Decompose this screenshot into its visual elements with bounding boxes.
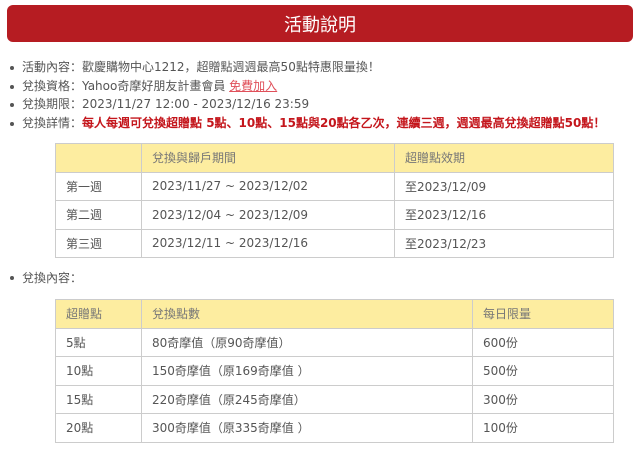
info-label: 兌換詳情： [22,115,83,130]
cell: 2023/12/11 ~ 2023/12/16 [141,228,395,258]
table-header-row: 超贈點 兌換點數 每日限量 [55,299,614,329]
cell: 至2023/12/09 [394,171,614,201]
table-row: 第一週 2023/11/27 ~ 2023/12/02 至2023/12/09 [55,171,614,201]
info-item-details: 兌換詳情：每人每週可兌換超贈點 5點、10點、15點與20點各乙次，連續三週，週… [0,114,605,133]
cell: 300份 [472,384,614,414]
cell: 第二週 [55,200,142,230]
cell: 2023/11/27 ~ 2023/12/02 [141,171,395,201]
cell: 第三週 [55,228,142,258]
cell: 220奇摩值（原245奇摩值） [141,384,473,414]
header-cell [55,143,142,173]
cell: 至2023/12/23 [394,228,614,258]
cell: 第一週 [55,171,142,201]
cell: 150奇摩值（原169奇摩值 ） [141,356,473,386]
table-row: 15點 220奇摩值（原245奇摩值） 300份 [55,384,614,414]
header-cell: 每日限量 [472,299,614,329]
info-text: 歡慶購物中心1212，超贈點週週最高50點特惠限量換！ [82,60,380,74]
info-list: 活動內容：歡慶購物中心1212，超贈點週週最高50點特惠限量換！ 兌換資格：Ya… [0,58,605,132]
info-highlight: 每人每週可兌換超贈點 5點、10點、15點與20點各乙次，連續三週，週週最高兌換… [82,115,606,130]
weeks-table: 兌換與歸戶期間 超贈點效期 第一週 2023/11/27 ~ 2023/12/02… [55,143,614,258]
header-cell: 超贈點 [55,299,142,329]
cell: 300奇摩值（原335奇摩值 ） [141,413,473,443]
cell: 80奇摩值（原90奇摩值） [141,327,473,357]
header-cell: 兌換點數 [141,299,473,329]
table-row: 10點 150奇摩值（原169奇摩值 ） 500份 [55,356,614,386]
exchange-table: 超贈點 兌換點數 每日限量 5點 80奇摩值（原90奇摩值） 600份 10點 150… [55,299,614,443]
info-label: 兌換期限： [22,97,83,111]
info-label: 兌換資格： [22,78,83,93]
page-title: 活動說明 [7,5,633,42]
header-cell: 兌換與歸戶期間 [141,143,395,173]
content-label: 兌換內容： [0,269,82,287]
table-row: 第二週 2023/12/04 ~ 2023/12/09 至2023/12/16 [55,200,614,230]
table-header-row: 兌換與歸戶期間 超贈點效期 [55,143,614,173]
content-list: 兌換內容： [0,269,82,287]
cell: 20點 [55,413,142,443]
cell: 500份 [472,356,614,386]
cell: 15點 [55,384,142,414]
info-text: Yahoo奇摩好朋友計畫會員 [82,78,230,93]
info-label: 活動內容： [22,60,83,74]
header-cell: 超贈點效期 [394,143,614,173]
cell: 5點 [55,327,142,357]
info-item-period: 兌換期限：2023/11/27 12:00 - 2023/12/16 23:59 [0,95,605,114]
info-text: 2023/11/27 12:00 - 2023/12/16 23:59 [82,97,310,111]
cell: 至2023/12/16 [394,200,614,230]
info-item-content: 活動內容：歡慶購物中心1212，超贈點週週最高50點特惠限量換！ [0,58,605,77]
table-row: 5點 80奇摩值（原90奇摩值） 600份 [55,327,614,357]
cell: 100份 [472,413,614,443]
info-item-eligibility: 兌換資格：Yahoo奇摩好朋友計畫會員 免費加入 [0,77,605,96]
cell: 2023/12/04 ~ 2023/12/09 [141,200,395,230]
cell: 10點 [55,356,142,386]
free-join-link[interactable]: 免費加入 [229,78,278,93]
table-row: 第三週 2023/12/11 ~ 2023/12/16 至2023/12/23 [55,228,614,258]
cell: 600份 [472,327,614,357]
table-row: 20點 300奇摩值（原335奇摩值 ） 100份 [55,413,614,443]
